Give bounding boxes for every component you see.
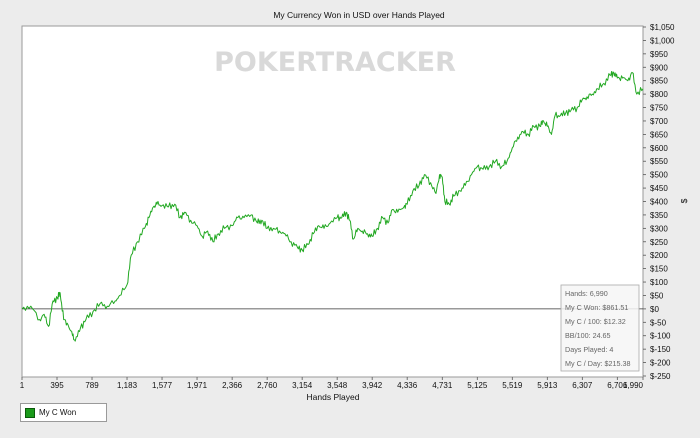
- legend-swatch: [25, 407, 35, 418]
- x-tick-label: 3,942: [362, 381, 383, 390]
- chart-title: My Currency Won in USD over Hands Played: [273, 10, 445, 20]
- x-tick-label: 3,548: [327, 381, 348, 390]
- y-tick-label: $-250: [650, 372, 671, 381]
- watermark-logo: POKERTRACKER: [214, 47, 456, 78]
- stats-panel-box: [560, 284, 640, 372]
- x-tick-label: 1,971: [187, 381, 208, 390]
- y-tick-label: $50: [650, 291, 664, 300]
- y-tick-label: $350: [650, 211, 668, 220]
- y-tick-label: $0: [650, 305, 659, 314]
- y-tick-label: $250: [650, 238, 668, 247]
- y-tick-label: $300: [650, 224, 668, 233]
- legend: My C Won: [20, 403, 107, 422]
- y-tick-label: $800: [650, 90, 668, 99]
- stats-panel: Hands: 6,990 My C Won: $861.51 My C / 10…: [560, 284, 640, 372]
- legend-label: My C Won: [39, 408, 77, 417]
- stats-days-played: Days Played: 4: [565, 345, 613, 354]
- x-tick-label: 5,913: [537, 381, 558, 390]
- x-tick-label: 1,577: [152, 381, 173, 390]
- y-tick-label: $100: [650, 278, 668, 287]
- y-tick-label: $1,050: [650, 23, 675, 32]
- y-tick-label: $700: [650, 117, 668, 126]
- x-axis-label: Hands Played: [307, 392, 360, 402]
- x-tick-label: 4,336: [397, 381, 418, 390]
- y-tick-label: $-200: [650, 359, 671, 368]
- x-tick-label: 1: [20, 381, 25, 390]
- stats-bb-per-100: BB/100: 24.65: [565, 331, 611, 340]
- x-tick-label: 789: [85, 381, 99, 390]
- y-tick-label: $550: [650, 157, 668, 166]
- y-tick-label: $-100: [650, 332, 671, 341]
- y-tick-label: $200: [650, 251, 668, 260]
- y-tick-label: $850: [650, 77, 668, 86]
- y-tick-label: $600: [650, 144, 668, 153]
- y-tick-label: $450: [650, 184, 668, 193]
- stats-per-100: My C / 100: $12.32: [565, 317, 626, 326]
- y-tick-label: $900: [650, 63, 668, 72]
- series-line-my-c-won: [21, 71, 644, 342]
- y-tick-label: $1,000: [650, 36, 675, 45]
- y-axis-label: $: [679, 198, 689, 203]
- stats-per-day: My C / Day: $215.38: [565, 359, 631, 368]
- y-tick-label: $400: [650, 198, 668, 207]
- x-tick-label: 6,990: [623, 381, 644, 390]
- x-tick-label: 2,366: [222, 381, 243, 390]
- x-tick-label: 4,731: [432, 381, 453, 390]
- svg-text:POKERTRACKER: POKERTRACKER: [214, 47, 456, 78]
- x-tick-label: 395: [50, 381, 64, 390]
- x-tick-label: 1,183: [117, 381, 138, 390]
- y-tick-label: $150: [650, 265, 668, 274]
- x-axis: 1 395 789 1,183 1,577 1,971 2,366 2,760 3,154 3,5…: [20, 377, 644, 390]
- y-tick-label: $-50: [650, 318, 667, 327]
- plot-area: [21, 25, 644, 378]
- x-tick-label: 2,760: [257, 381, 278, 390]
- y-tick-label: $650: [650, 130, 668, 139]
- x-tick-label: 5,125: [467, 381, 488, 390]
- x-tick-label: 5,519: [502, 381, 523, 390]
- x-tick-label: 6,701: [607, 381, 628, 390]
- x-tick-label: 6,307: [572, 381, 593, 390]
- y-tick-label: $-150: [650, 345, 671, 354]
- stats-hands: Hands: 6,990: [565, 289, 608, 298]
- y-tick-label: $750: [650, 104, 668, 113]
- y-axis: $1,050 $1,000 $950 $900 $850 $800 $750 $700 $650…: [643, 23, 675, 381]
- y-tick-label: $950: [650, 50, 668, 59]
- y-tick-label: $500: [650, 171, 668, 180]
- x-tick-label: 3,154: [292, 381, 313, 390]
- stats-won: My C Won: $861.51: [565, 303, 628, 312]
